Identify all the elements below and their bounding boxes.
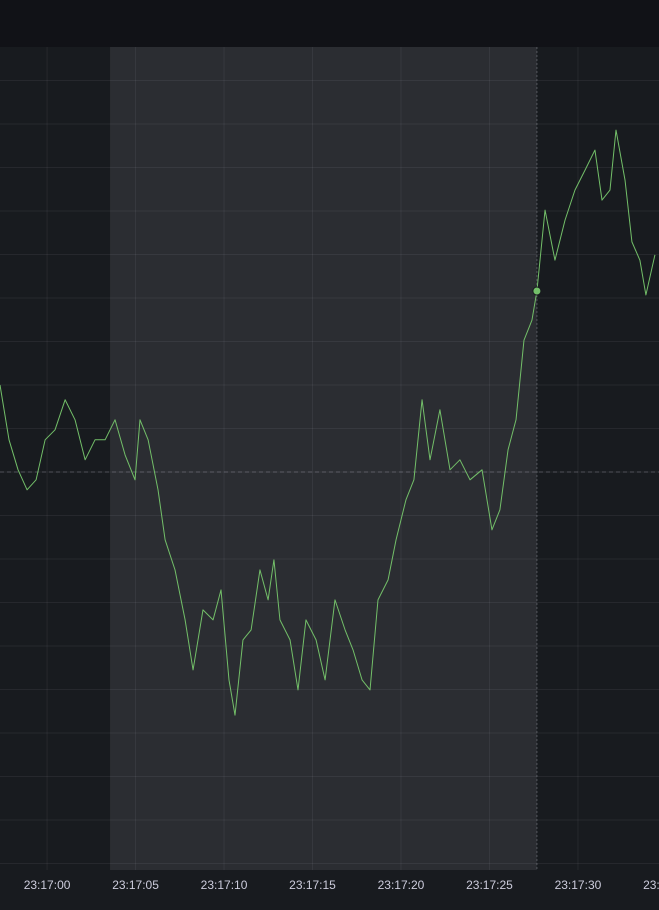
x-tick-label: 23:17:25	[466, 878, 513, 892]
top-bar	[0, 0, 659, 47]
data-line	[0, 129, 656, 716]
x-tick-label: 23:17:05	[112, 878, 159, 892]
x-tick-label: 23:17:20	[378, 878, 425, 892]
x-tick-label: 23:17:00	[24, 878, 71, 892]
x-tick-label: 23:17:35	[643, 878, 659, 892]
hover-point	[532, 286, 542, 296]
x-tick-label: 23:17:10	[201, 878, 248, 892]
x-tick-label: 23:17:30	[555, 878, 602, 892]
highlight-region	[110, 47, 537, 870]
x-tick-label: 23:17:15	[289, 878, 336, 892]
